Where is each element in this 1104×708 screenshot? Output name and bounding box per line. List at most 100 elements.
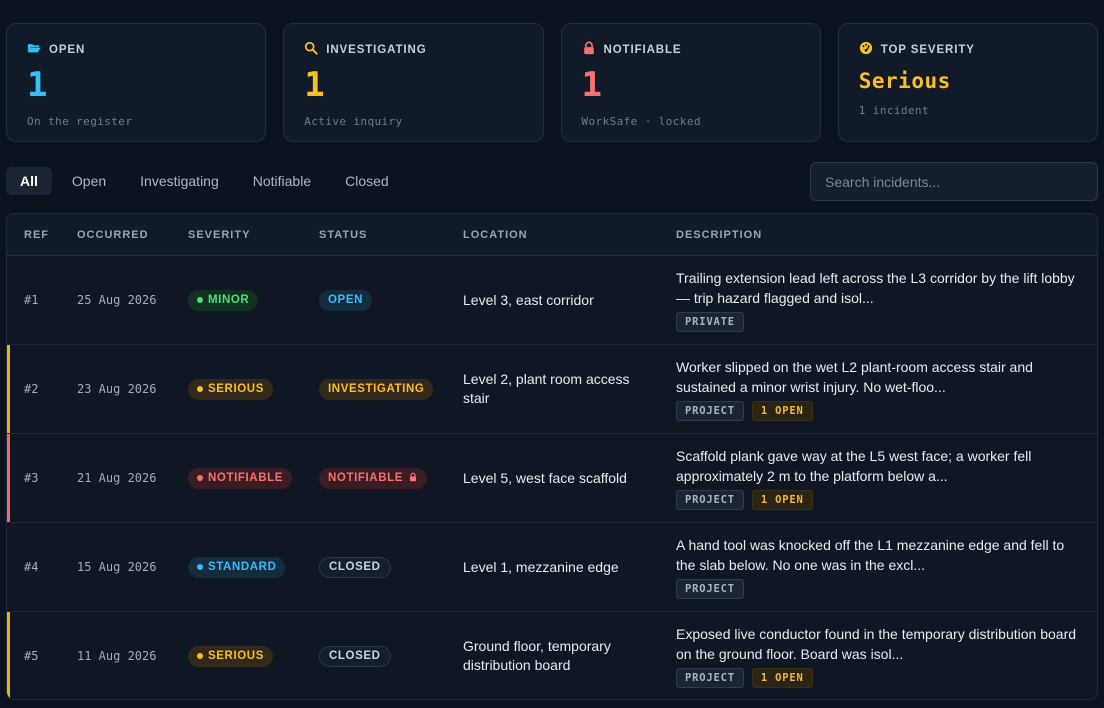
severity-label: SERIOUS: [208, 383, 264, 395]
tag-badge: 1 OPEN: [751, 668, 813, 688]
tag-list: PROJECT 1 OPEN: [676, 490, 1081, 510]
table-row[interactable]: #1 25 Aug 2026 MINOR OPEN Level 3, east co…: [7, 256, 1097, 345]
col-location: LOCATION: [463, 228, 528, 241]
ref-cell: #5: [24, 649, 39, 663]
stat-card-top-severity: TOP SEVERITY Serious 1 incident: [837, 23, 1098, 142]
stat-card-investigating: INVESTIGATING 1 Active inquiry: [283, 23, 544, 142]
status-badge: OPEN: [319, 289, 372, 311]
status-label: CLOSED: [329, 650, 381, 662]
stat-value: 1: [581, 65, 602, 105]
tag-badge: PROJECT: [676, 490, 744, 510]
stat-value: 1: [304, 65, 325, 105]
table-row[interactable]: #2 23 Aug 2026 SERIOUS INVESTIGATING Level…: [7, 345, 1097, 434]
col-status: STATUS: [319, 228, 368, 241]
severity-dot-icon: [197, 564, 203, 570]
occurred-cell: 15 Aug 2026: [77, 560, 157, 574]
status-label: OPEN: [328, 294, 363, 306]
stat-label: NOTIFIABLE: [603, 43, 682, 56]
severity-badge: NOTIFIABLE: [188, 467, 292, 489]
location-cell: Level 1, mezzanine edge: [463, 558, 619, 575]
location-cell: Ground floor, temporary distribution boa…: [463, 638, 611, 673]
status-badge: INVESTIGATING: [319, 378, 434, 400]
description-cell: Scaffold plank gave way at the L5 west f…: [676, 448, 1032, 484]
stat-value: 1: [27, 65, 48, 105]
stat-label: OPEN: [49, 43, 86, 56]
ref-cell: #4: [24, 560, 39, 574]
location-cell: Level 5, west face scaffold: [463, 469, 627, 486]
gauge-icon: [859, 41, 873, 58]
occurred-cell: 11 Aug 2026: [77, 649, 157, 663]
tab-open[interactable]: Open: [71, 173, 107, 189]
description-cell: A hand tool was knocked off the L1 mezza…: [676, 537, 1065, 573]
search-input[interactable]: [810, 162, 1098, 201]
tag-list: PROJECT 1 OPEN: [676, 401, 1081, 421]
stat-card-open: OPEN 1 On the register: [6, 23, 267, 142]
severity-badge: SERIOUS: [188, 378, 273, 400]
tag-badge: PROJECT: [676, 668, 744, 688]
table-header: REF OCCURRED SEVERITY STATUS LOCATION DE…: [7, 214, 1097, 256]
description-cell: Worker slipped on the wet L2 plant-room …: [676, 359, 1033, 395]
tag-list: PROJECT: [676, 579, 1081, 599]
stat-cards: OPEN 1 On the register INVESTIGATING 1 A…: [6, 23, 1098, 142]
lock-icon: [582, 41, 596, 58]
occurred-cell: 23 Aug 2026: [77, 382, 157, 396]
status-badge: CLOSED: [319, 556, 391, 578]
status-label: NOTIFIABLE: [328, 472, 403, 484]
folder-open-icon: [27, 41, 41, 58]
stat-value: Serious: [858, 69, 951, 93]
tag-badge: PROJECT: [676, 579, 744, 599]
table-row[interactable]: #4 15 Aug 2026 STANDARD CLOSED Level 1, me…: [7, 523, 1097, 612]
tab-all[interactable]: All: [6, 167, 52, 195]
table-body: #1 25 Aug 2026 MINOR OPEN Level 3, east co…: [7, 256, 1097, 699]
severity-label: MINOR: [208, 294, 250, 306]
severity-badge: SERIOUS: [188, 645, 273, 667]
severity-badge: MINOR: [188, 289, 259, 311]
col-severity: SEVERITY: [188, 228, 251, 241]
status-badge: CLOSED: [319, 645, 391, 667]
severity-label: STANDARD: [208, 561, 277, 573]
col-ref: REF: [24, 228, 49, 241]
severity-badge: STANDARD: [188, 556, 286, 578]
tag-badge: 1 OPEN: [751, 401, 813, 421]
ref-cell: #2: [24, 382, 39, 396]
ref-cell: #1: [24, 293, 39, 307]
filter-tabs: All Open Investigating Notifiable Closed: [6, 167, 403, 195]
table-row[interactable]: #5 11 Aug 2026 SERIOUS CLOSED Ground floor…: [7, 612, 1097, 699]
severity-label: SERIOUS: [208, 650, 264, 662]
lock-icon: [408, 472, 418, 485]
stat-sub: 1 incident: [858, 104, 929, 117]
stat-sub: On the register: [27, 115, 133, 128]
incident-table: REF OCCURRED SEVERITY STATUS LOCATION DE…: [6, 213, 1098, 700]
magnifier-icon: [304, 41, 318, 58]
status-label: CLOSED: [329, 561, 381, 573]
tab-investigating[interactable]: Investigating: [140, 173, 219, 189]
stat-card-notifiable: NOTIFIABLE 1 WorkSafe · locked: [560, 23, 821, 142]
severity-label: NOTIFIABLE: [208, 472, 283, 484]
col-description: DESCRIPTION: [676, 228, 763, 241]
location-cell: Level 3, east corridor: [463, 291, 594, 308]
ref-cell: #3: [24, 471, 39, 485]
tag-list: PROJECT 1 OPEN: [676, 668, 1081, 688]
stat-label: TOP SEVERITY: [880, 43, 975, 56]
tag-badge: PRIVATE: [676, 312, 744, 332]
stat-label: INVESTIGATING: [326, 43, 427, 56]
occurred-cell: 21 Aug 2026: [77, 471, 157, 485]
tab-notifiable[interactable]: Notifiable: [252, 173, 312, 189]
severity-dot-icon: [197, 297, 203, 303]
status-label: INVESTIGATING: [328, 383, 425, 395]
row-accent-bar: [7, 434, 10, 522]
tab-closed[interactable]: Closed: [345, 173, 389, 189]
description-cell: Exposed live conductor found in the temp…: [676, 626, 1077, 662]
row-accent-bar: [7, 345, 10, 433]
severity-dot-icon: [197, 386, 203, 392]
tag-badge: 1 OPEN: [751, 490, 813, 510]
stat-sub: WorkSafe · locked: [581, 115, 701, 128]
location-cell: Level 2, plant room access stair: [463, 371, 630, 406]
stat-sub: Active inquiry: [304, 115, 403, 128]
table-row[interactable]: #3 21 Aug 2026 NOTIFIABLE NOTIFIABLE Level…: [7, 434, 1097, 523]
description-cell: Trailing extension lead left across the …: [676, 270, 1075, 306]
occurred-cell: 25 Aug 2026: [77, 293, 157, 307]
status-badge: NOTIFIABLE: [319, 467, 427, 489]
tag-list: PRIVATE: [676, 312, 1081, 332]
severity-dot-icon: [197, 653, 203, 659]
